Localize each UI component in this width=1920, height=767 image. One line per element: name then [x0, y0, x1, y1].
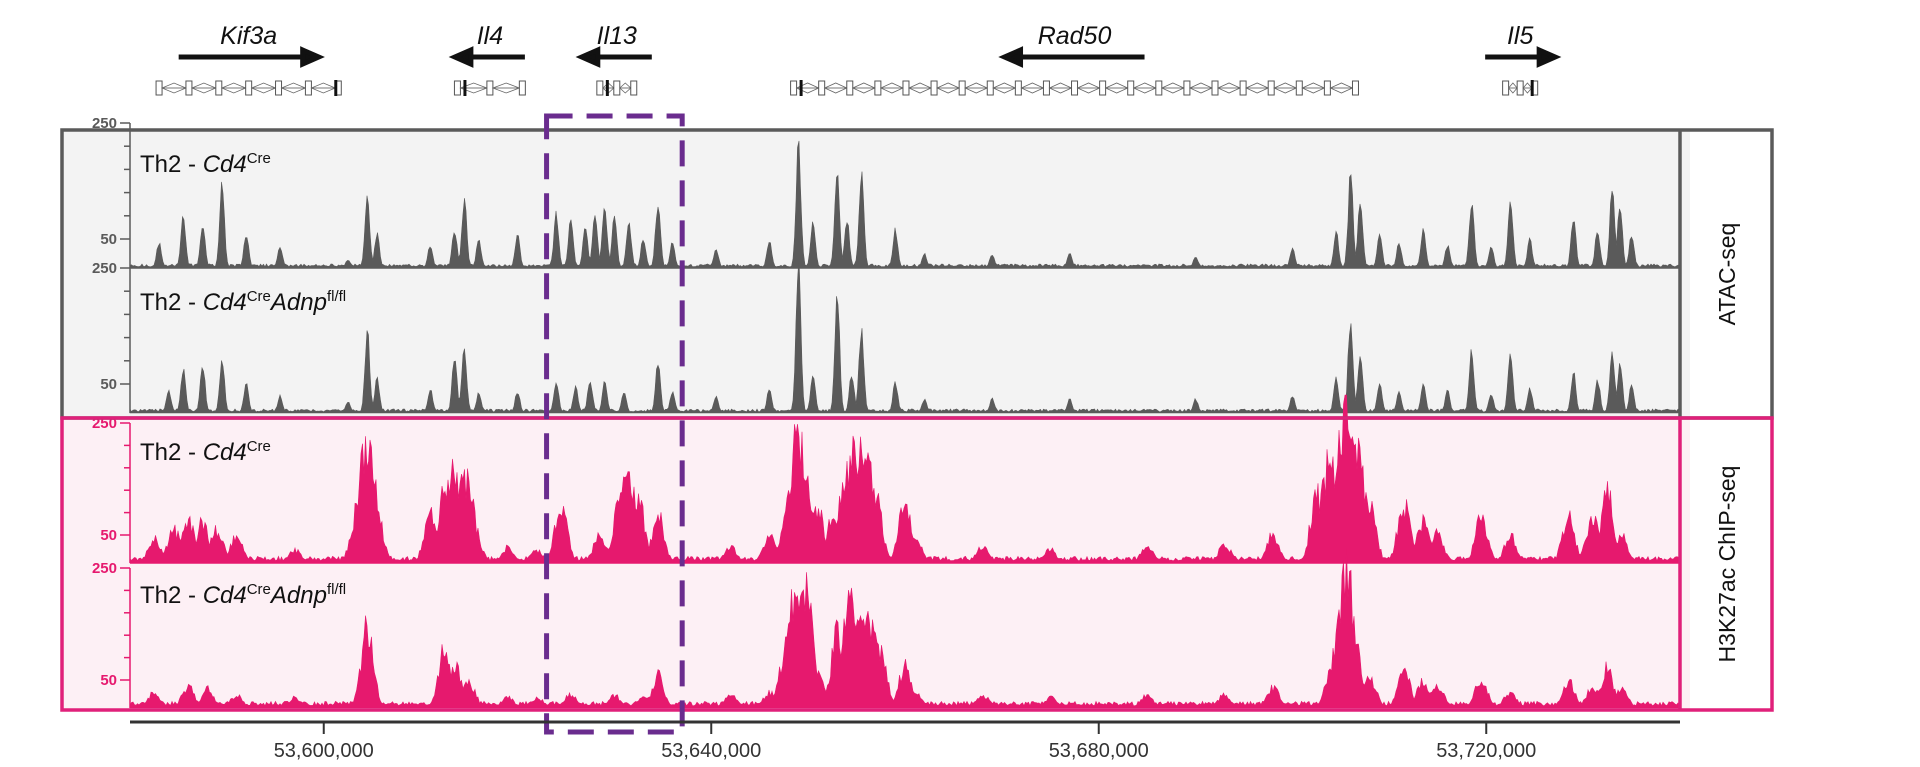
track-label-atac-cd4cre-adnp: Th2 - Cd4CreAdnpfl/fl: [140, 288, 346, 316]
gene-arrow-left-icon: [575, 46, 652, 68]
track-label-chip-cd4cre: Th2 - Cd4Cre: [140, 438, 271, 466]
signal-area-2: [129, 256, 1681, 414]
x-axis: 53,600,000 53,640,000 53,680,000 53,720,000: [274, 722, 1536, 762]
signal-area-3: [129, 394, 1681, 564]
gene-cds-mark: [799, 80, 803, 96]
gene-cds-mark: [334, 80, 338, 96]
gene-arrow-right-icon: [1485, 46, 1562, 68]
y-tick-label-min-4: 50: [100, 672, 117, 689]
gene-kif3a: Kif3a: [155, 22, 342, 96]
atac-panel-label: ATAC-seq: [1714, 223, 1740, 326]
gene-label-kif3a: Kif3a: [220, 22, 277, 50]
gene-label-rad50: Rad50: [1038, 22, 1112, 50]
y-tick-label-min-3: 50: [100, 527, 117, 544]
gene-cds-mark: [605, 80, 609, 96]
signal-tracks: [129, 140, 1681, 709]
y-tick-label-min-2: 50: [100, 376, 117, 393]
gene-il4: Il4: [448, 22, 526, 96]
track-label-atac-cd4cre: Th2 - Cd4Cre: [140, 150, 271, 178]
gene-arrow-right-icon: [178, 46, 325, 68]
y-tick-label-max-4: 250: [92, 560, 117, 577]
gene-arrow-left-icon: [998, 46, 1145, 68]
gene-il5: Il5: [1485, 22, 1562, 96]
gene-label-il4: Il4: [477, 22, 503, 50]
chip-panel-border: [60, 416, 1774, 712]
exon-box: [1516, 80, 1524, 96]
y-tick-label-max-1: 250: [92, 115, 117, 132]
exon-box: [630, 80, 638, 96]
x-tick-label-2: 53,640,000: [661, 740, 761, 762]
exon-box: [613, 80, 621, 96]
gene-il13: Il13: [575, 22, 652, 96]
gene-cds-mark: [1530, 80, 1534, 96]
x-tick-label-1: 53,600,000: [274, 740, 374, 762]
track-label-chip-cd4cre-adnp: Th2 - Cd4CreAdnpfl/fl: [140, 581, 346, 609]
y-tick-label-min-1: 50: [100, 231, 117, 248]
x-tick-label-4: 53,720,000: [1436, 740, 1536, 762]
exon-box: [518, 80, 526, 96]
signal-area-4: [129, 548, 1681, 709]
exon-box: [1351, 80, 1359, 96]
signal-area-1: [129, 140, 1681, 269]
gene-label-il13: Il13: [597, 22, 637, 50]
chip-panel-label: H3K27ac ChIP-seq: [1714, 466, 1740, 663]
exon-box: [1502, 80, 1510, 96]
gene-label-il5: Il5: [1507, 22, 1534, 50]
gene-annotation-track: Kif3a Il4 Il13 Rad50 Il5: [155, 22, 1562, 96]
il13-highlight-box: [544, 113, 685, 735]
gene-rad50: Rad50: [790, 22, 1359, 96]
exon-box: [596, 80, 604, 96]
gene-cds-mark: [463, 80, 467, 96]
x-tick-label-3: 53,680,000: [1049, 740, 1149, 762]
y-tick-label-max-2: 250: [92, 260, 117, 277]
gene-arrow-left-icon: [448, 46, 525, 68]
atac-panel-background: [62, 130, 1690, 418]
